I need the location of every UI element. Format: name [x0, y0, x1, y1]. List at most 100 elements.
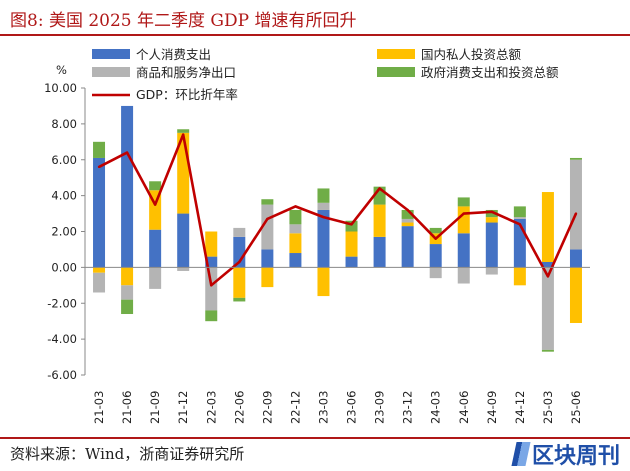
bar-segment	[541, 261, 554, 268]
gdp-point	[125, 151, 129, 154]
legend-label: 商品和服务净出口	[136, 65, 236, 80]
bar-segment	[429, 244, 442, 268]
bar-segment	[401, 222, 414, 227]
x-tick-label: 22-06	[232, 391, 246, 424]
bar-segment	[233, 227, 246, 237]
gdp-point	[406, 208, 409, 212]
y-tick-label: -4.00	[47, 332, 77, 346]
x-tick-label: 22-12	[288, 391, 302, 424]
bar-segment	[429, 267, 442, 279]
gdp-point	[378, 187, 381, 190]
x-tick-label: 25-03	[541, 391, 555, 424]
legend-label: 国内私人投资总额	[421, 47, 522, 62]
legend-swatch	[92, 49, 130, 59]
bar-segment	[457, 233, 470, 268]
x-tick-label: 21-06	[120, 391, 134, 424]
x-tick-label: 21-12	[176, 391, 190, 424]
legend-label: GDP：环比折年率	[136, 87, 238, 102]
legend-swatch	[377, 67, 415, 77]
gdp-line	[98, 133, 578, 287]
legend-swatch	[377, 49, 415, 59]
bar-segment	[485, 267, 498, 275]
watermark: 区块周刊	[511, 438, 620, 470]
gdp-contribution-chart: -6.00 -4.00 -2.00 0.00 2.00 4.00 6.00 8.00 10.00…	[44, 47, 590, 424]
bar-segment	[93, 157, 106, 268]
x-tick-label: 22-03	[204, 391, 218, 424]
bar-segment	[373, 236, 386, 268]
x-tick-label: 23-03	[316, 391, 330, 424]
gdp-point	[294, 205, 297, 208]
gdp-point	[266, 217, 269, 221]
gdp-point	[546, 275, 550, 278]
x-tick-label: 22-09	[260, 391, 274, 424]
x-tick-label: 24-09	[485, 391, 499, 424]
bar-segment	[457, 197, 470, 207]
bar-segment	[261, 267, 274, 288]
bar-segment	[317, 267, 330, 297]
bar-segment	[233, 267, 246, 298]
y-axis-label: %	[56, 63, 67, 77]
gdp-point	[490, 210, 494, 213]
x-tick-label: 24-03	[429, 391, 443, 424]
bar-segment	[289, 224, 302, 234]
x-tick-label: 25-06	[569, 391, 583, 424]
gdp-point	[574, 212, 578, 215]
bar-segment	[149, 181, 162, 191]
bar-segment	[93, 141, 106, 158]
bar-segment	[485, 222, 498, 268]
bar-segment	[177, 129, 190, 133]
gdp-point	[210, 284, 213, 287]
bar-segment	[121, 285, 134, 300]
y-tick-label: 4.00	[51, 189, 77, 203]
bar-segment	[485, 209, 498, 218]
bar-segment	[513, 206, 526, 218]
y-tick-label: 10.00	[44, 81, 77, 95]
bar-segment	[177, 267, 190, 271]
x-tick-label: 21-03	[92, 391, 106, 424]
x-tick-label: 23-06	[345, 391, 359, 424]
bar-segment	[345, 231, 358, 257]
bar-segment	[233, 297, 246, 302]
bar-segment	[121, 299, 134, 315]
bar-segment	[289, 253, 302, 268]
source-note: 资料来源：Wind，浙商证券研究所	[10, 445, 245, 463]
bar-segment	[205, 256, 218, 268]
bar-segment	[345, 256, 358, 268]
y-tick-label: 6.00	[51, 153, 77, 167]
gdp-point	[322, 215, 325, 219]
gdp-point	[153, 203, 157, 206]
x-tick-label: 23-09	[373, 391, 387, 424]
gdp-point	[434, 237, 437, 240]
bar-segment	[513, 267, 526, 286]
bar-segment	[261, 199, 274, 205]
bar-segment	[177, 213, 190, 268]
y-tick-label: -2.00	[47, 296, 77, 310]
x-tick-label: 21-09	[148, 391, 162, 424]
x-tick-label: 23-12	[401, 391, 415, 424]
source-rule	[0, 437, 630, 439]
bar-segment	[429, 227, 442, 234]
legend-label: 个人消费支出	[136, 47, 211, 62]
legend-swatch	[92, 67, 130, 77]
bar-segment	[149, 229, 162, 268]
x-tick-label: 24-12	[513, 391, 527, 424]
bar-segment	[569, 159, 582, 250]
bar-segment	[541, 267, 554, 350]
bar-segment	[401, 226, 414, 268]
bar-segment	[485, 217, 498, 223]
bar-segment	[457, 267, 470, 284]
bar-segment	[569, 267, 582, 323]
bar-segment	[93, 267, 106, 273]
figure-title: 图8: 美国 2025 年二季度 GDP 增速有所回升	[10, 11, 357, 31]
bar-segment	[121, 105, 134, 268]
title-rule	[0, 34, 630, 36]
bar-segment	[93, 272, 106, 293]
y-tick-label: 0.00	[51, 260, 77, 274]
y-tick-label: 2.00	[51, 225, 77, 239]
bar-segment	[541, 349, 554, 352]
y-tick-label: -6.00	[47, 368, 77, 382]
bar-segment	[569, 157, 582, 160]
bar-segment	[401, 218, 414, 223]
bar-segment	[569, 249, 582, 268]
bar-segment	[289, 233, 302, 254]
